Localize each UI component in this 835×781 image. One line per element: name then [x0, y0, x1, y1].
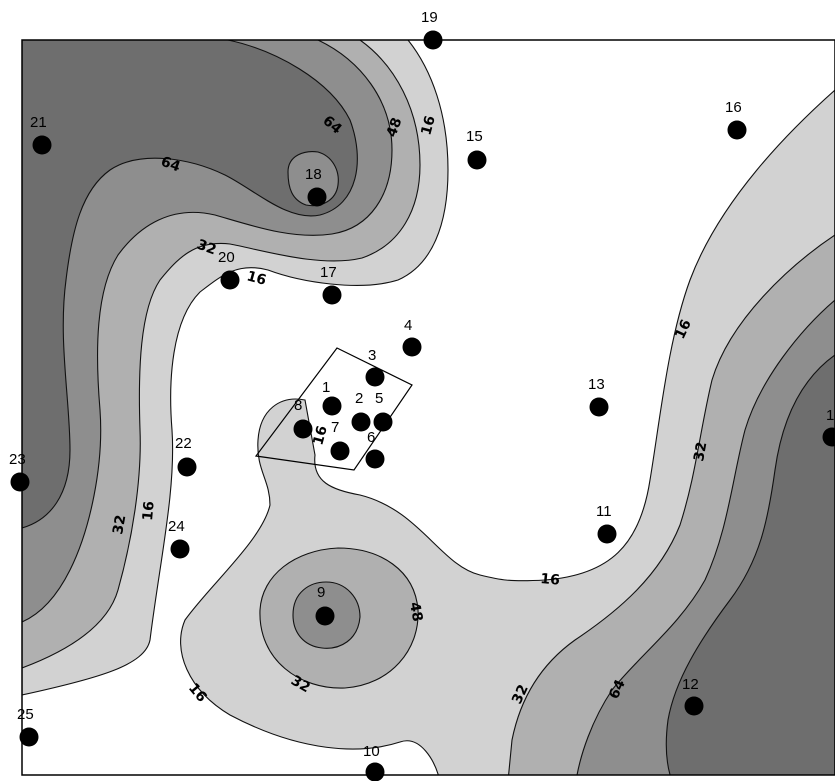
well-label: 10 [363, 743, 380, 760]
well-label: 13 [588, 376, 605, 393]
well-marker [177, 457, 197, 477]
well-label: 2 [355, 390, 363, 407]
well-label: 1 [322, 379, 330, 396]
contour-label: 64 [159, 154, 183, 176]
well-marker [822, 427, 835, 447]
well-marker [373, 412, 393, 432]
well-label: 1 [826, 407, 834, 424]
well-marker [402, 337, 422, 357]
contour-band-64-se [665, 354, 835, 775]
well-label: 5 [375, 390, 383, 407]
well-label: 18 [305, 166, 322, 183]
well-marker [170, 539, 190, 559]
well-marker [330, 441, 350, 461]
contour-label: 48 [406, 601, 425, 623]
contour-band-64-nw [22, 40, 358, 529]
well-marker [220, 270, 240, 290]
well-marker [322, 396, 342, 416]
well-label: 12 [682, 676, 699, 693]
well-marker [351, 412, 371, 432]
well-label: 17 [320, 264, 337, 281]
contour-label: 32 [691, 441, 710, 463]
contour-label: 32 [195, 237, 219, 259]
well-label: 4 [404, 317, 412, 334]
well-marker [684, 696, 704, 716]
well-marker [322, 285, 342, 305]
well-label: 21 [30, 114, 47, 131]
contour-label: 16 [140, 501, 158, 522]
well-label: 6 [367, 429, 375, 446]
well-label: 25 [17, 706, 34, 723]
well-marker [423, 30, 443, 50]
well-label: 15 [466, 128, 483, 145]
contour-label: 16 [310, 424, 330, 447]
well-label: 16 [725, 99, 742, 116]
well-marker [365, 367, 385, 387]
well-marker [32, 135, 52, 155]
well-label: 20 [218, 249, 235, 266]
well-label: 7 [331, 419, 339, 436]
contour-label: 32 [509, 682, 532, 706]
contour-label: 16 [418, 114, 438, 137]
well-marker [10, 472, 30, 492]
contour-label: 16 [540, 571, 561, 589]
well-label: 8 [294, 397, 302, 414]
contour-label: 48 [384, 116, 406, 140]
well-marker [293, 419, 313, 439]
well-marker [315, 606, 335, 626]
contour-label: 16 [245, 268, 268, 288]
contour-closed-18 [287, 151, 339, 207]
contour-label: 64 [606, 677, 629, 702]
contour-label: 16 [672, 317, 695, 341]
contour-label: 32 [110, 514, 129, 536]
well-marker [19, 727, 39, 747]
well-label: 23 [9, 451, 26, 468]
survey-polygon [254, 347, 413, 471]
well-marker [365, 762, 385, 781]
well-marker [365, 449, 385, 469]
well-label: 11 [596, 503, 612, 520]
well-label: 9 [317, 584, 325, 601]
well-marker [589, 397, 609, 417]
well-label: 19 [421, 9, 438, 26]
well-marker [597, 524, 617, 544]
well-marker [727, 120, 747, 140]
well-marker [307, 187, 327, 207]
well-marker [467, 150, 487, 170]
well-label: 24 [168, 518, 185, 535]
well-label: 22 [175, 435, 192, 452]
well-label: 3 [368, 347, 376, 364]
